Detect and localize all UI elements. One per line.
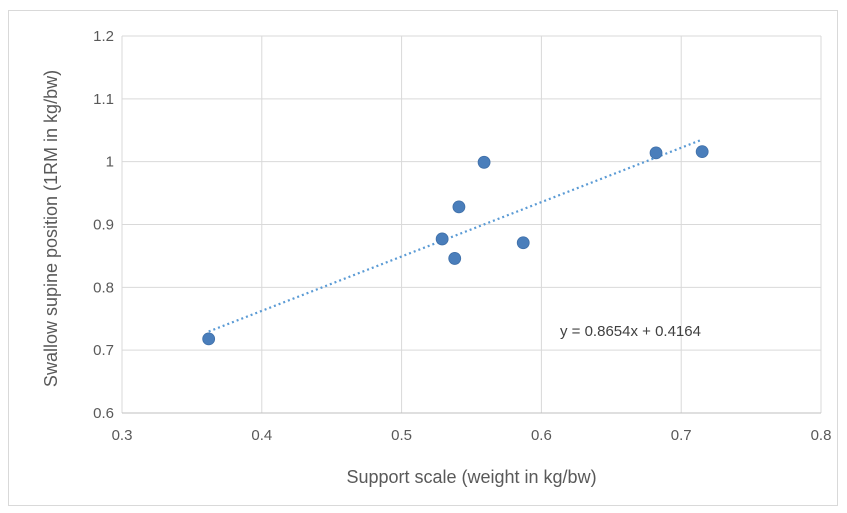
data-point xyxy=(477,155,491,169)
x-tick-label: 0.8 xyxy=(811,427,832,444)
y-tick-labels: 0.6 0.7 0.8 0.9 1 1.1 1.2 xyxy=(93,28,114,422)
x-tick-label: 0.5 xyxy=(391,427,412,444)
x-tick-label: 0.7 xyxy=(671,427,692,444)
data-point xyxy=(695,145,709,159)
y-tick-label: 0.7 xyxy=(93,342,114,359)
chart-frame: 0.3 0.4 0.5 0.6 0.7 0.8 0.6 0.7 0.8 0.9 1 1.1 1.2 y… xyxy=(8,10,838,506)
scatter-chart: 0.3 0.4 0.5 0.6 0.7 0.8 0.6 0.7 0.8 0.9 1 1.1 1.2 y… xyxy=(41,28,832,487)
data-point xyxy=(448,252,462,265)
data-point xyxy=(649,146,663,160)
data-points xyxy=(202,145,709,346)
x-tick-labels: 0.3 0.4 0.5 0.6 0.7 0.8 xyxy=(112,427,832,444)
y-gridlines xyxy=(122,35,821,414)
data-point xyxy=(435,232,449,246)
trendline xyxy=(208,138,703,333)
x-tick-label: 0.4 xyxy=(251,427,272,444)
x-tick-label: 0.6 xyxy=(531,427,552,444)
data-point xyxy=(452,200,466,214)
data-point xyxy=(516,236,530,250)
y-tick-label: 0.9 xyxy=(93,217,114,234)
x-tick-label: 0.3 xyxy=(112,427,133,444)
y-tick-label: 0.6 xyxy=(93,405,114,422)
x-axis-title: Support scale (weight in kg/bw) xyxy=(346,467,596,487)
y-tick-label: 1.2 xyxy=(93,28,114,45)
trendline-equation: y = 0.8654x + 0.4164 xyxy=(560,323,701,340)
y-tick-label: 0.8 xyxy=(93,279,114,296)
data-point xyxy=(202,332,216,346)
y-tick-label: 1.1 xyxy=(93,91,114,108)
y-tick-label: 1 xyxy=(106,154,114,171)
y-axis-title: Swallow supine position (1RM in kg/bw) xyxy=(41,70,61,387)
